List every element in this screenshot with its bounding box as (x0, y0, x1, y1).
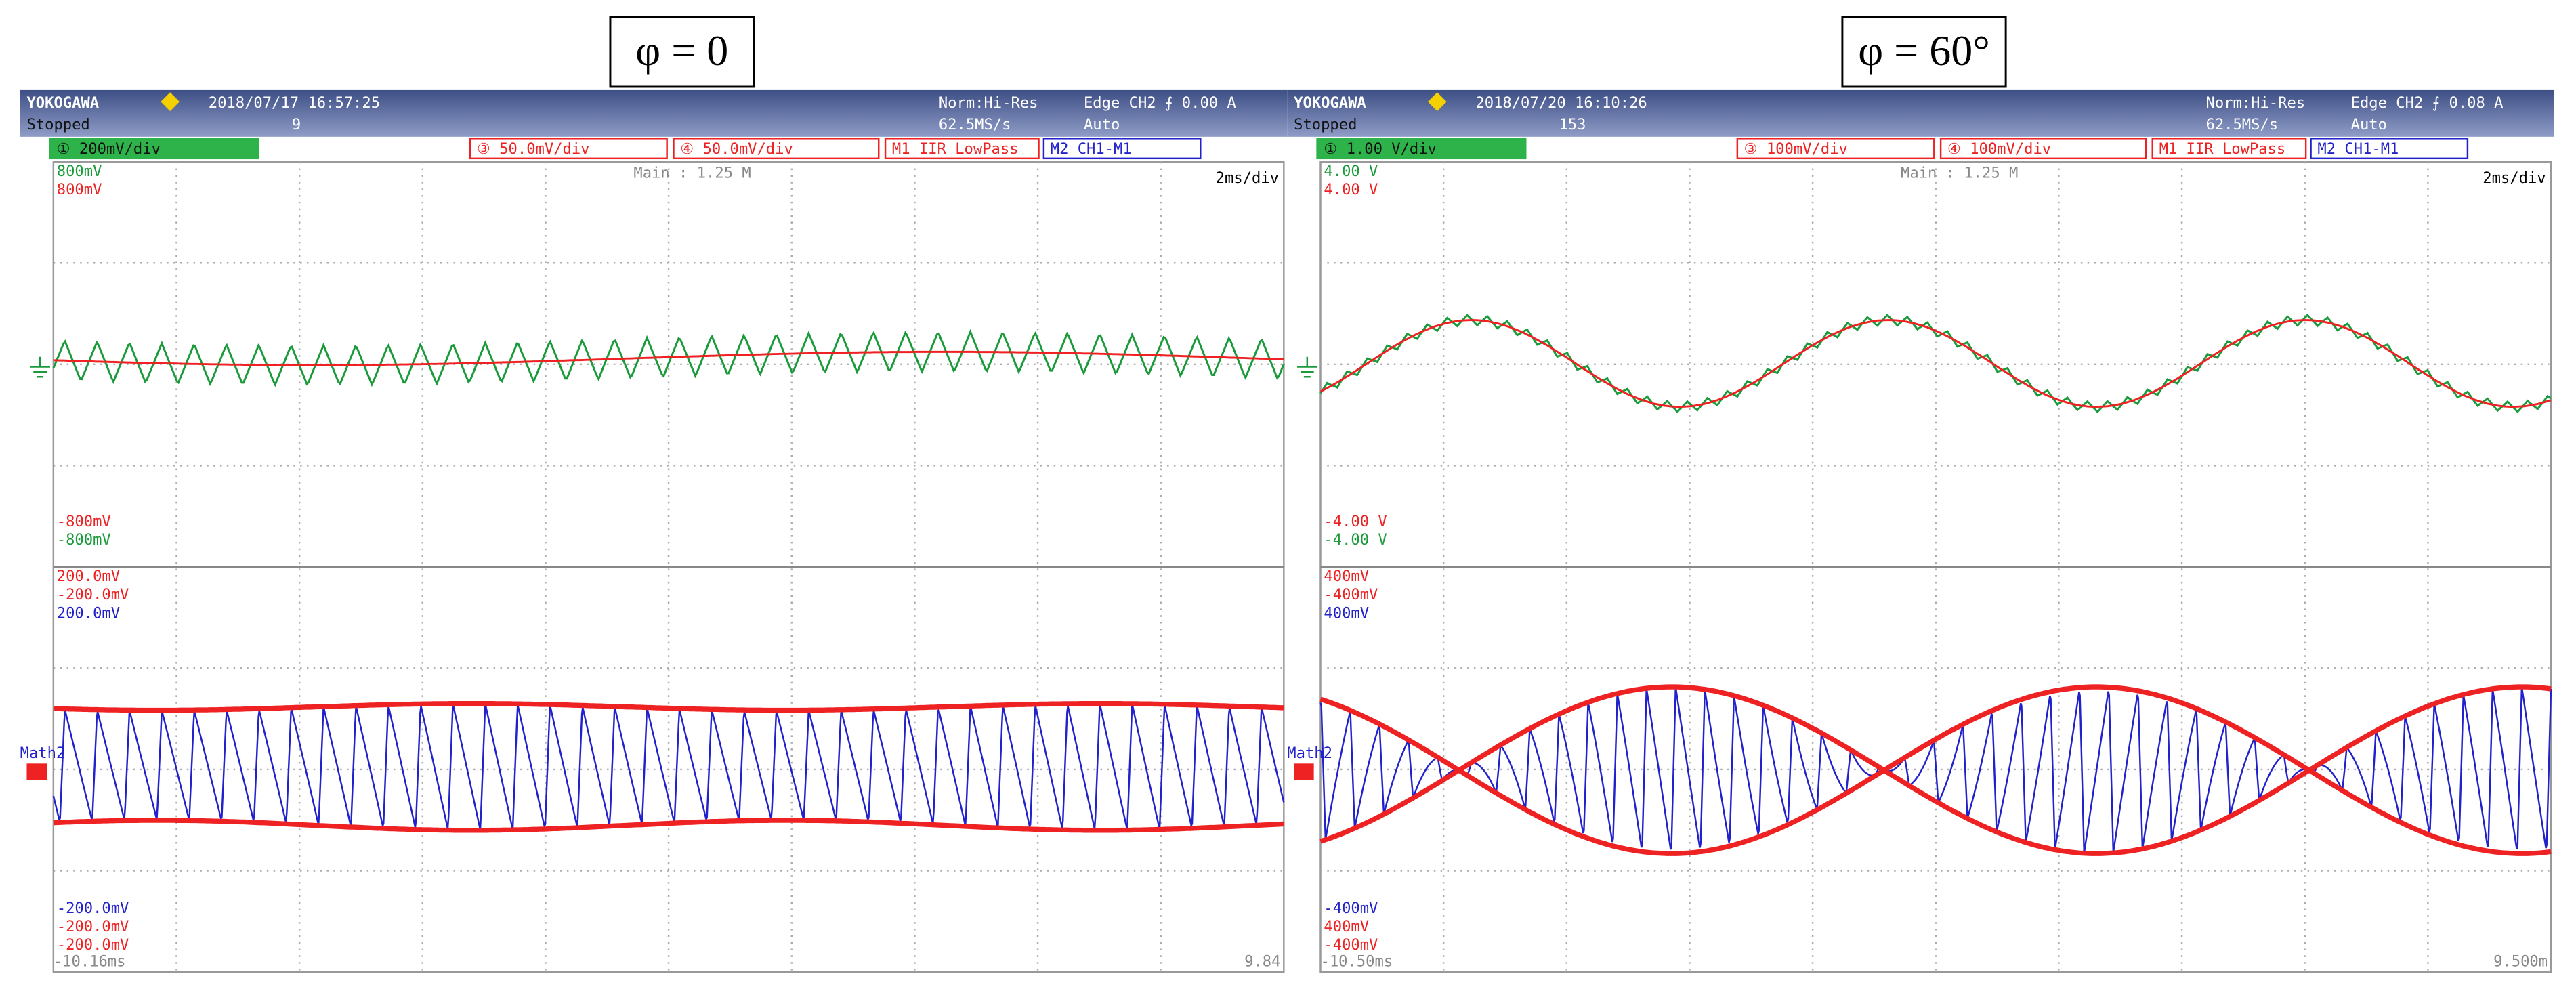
sample-rate: 62.5MS/s (2205, 116, 2278, 133)
math-marker (26, 763, 47, 780)
datetime: 2018/07/17 16:57:25 (209, 94, 380, 112)
waveform (1319, 684, 2552, 856)
time-start: -10.16ms (54, 953, 126, 971)
scale-label: -400mV (1324, 936, 1378, 954)
count: 9 (292, 116, 301, 133)
channel-label: ④ 100mV/div (1947, 140, 2051, 158)
channel-box (1042, 138, 1202, 160)
scale-label: -400mV (1324, 900, 1378, 917)
sample-rate: 62.5MS/s (939, 116, 1011, 133)
scale-label: 800mV (57, 163, 102, 180)
waveform (1319, 319, 2552, 408)
channel-label: M2 CH1-M1 (1051, 140, 1132, 158)
channel-label: ③ 100mV/div (1744, 140, 1848, 158)
channel-label: ① 1.00 V/div (1324, 140, 1436, 158)
caption: φ = 60° (1858, 26, 1990, 75)
trigger: Edge CH2 ⨍ 0.08 A (2351, 94, 2504, 112)
waveform (1319, 686, 2552, 853)
status: Stopped (26, 116, 89, 133)
channel-label: M2 CH1-M1 (2317, 140, 2399, 158)
scale-label: -800mV (57, 513, 111, 530)
channel-box (2310, 138, 2469, 160)
count: 153 (1559, 116, 1586, 133)
main-label: Main : 1.25 M (633, 164, 751, 182)
channel-label: M1 IIR LowPass (2159, 140, 2286, 158)
waveform (53, 701, 1284, 713)
scale-label: 400mV (1324, 568, 1369, 585)
caption-box (609, 16, 755, 88)
waveform (1319, 314, 2552, 414)
channel-box (1316, 138, 1527, 160)
channel-label: ④ 50.0mV/div (680, 140, 793, 158)
time-end: 9.500m (2493, 953, 2548, 971)
ground-marker (30, 356, 50, 378)
channel-box (673, 138, 880, 160)
channel-label: ③ 50.0mV/div (477, 140, 589, 158)
scale-label: 400mV (1324, 918, 1369, 935)
math-marker (1294, 763, 1314, 780)
waveform (53, 818, 1284, 833)
scale-label: 4.00 V (1324, 163, 1378, 180)
scale-label: 4.00 V (1324, 181, 1378, 198)
channel-box (469, 138, 668, 160)
scale-label: 200.0mV (57, 568, 120, 585)
channel-label: M1 IIR LowPass (892, 140, 1019, 158)
ground-marker (1297, 356, 1317, 378)
timebase: 2ms/div (2483, 169, 2546, 187)
datetime: 2018/07/20 16:10:26 (1475, 94, 1647, 112)
acq-mode: Norm:Hi-Res (2205, 94, 2305, 112)
header (1287, 89, 2554, 137)
scale-label: -200.0mV (57, 936, 129, 954)
scale-label: 200.0mV (57, 604, 120, 622)
math-label: Math2 (20, 744, 66, 762)
channel-box (49, 138, 259, 160)
time-end: 9.84 (1244, 953, 1280, 971)
channel-box (2151, 138, 2307, 160)
brand: YOKOGAWA (1294, 94, 1366, 112)
brand: YOKOGAWA (26, 94, 99, 112)
scale-label: -200.0mV (57, 918, 129, 935)
status: Stopped (1294, 116, 1357, 133)
channel-box (1939, 138, 2147, 160)
caption: φ = 0 (635, 26, 728, 75)
scale-label: -4.00 V (1324, 513, 1387, 530)
scale-label: -800mV (57, 531, 111, 549)
trigger-mode: Auto (1084, 116, 1120, 133)
channel-label: ① 200mV/div (57, 140, 161, 158)
scale-label: -4.00 V (1324, 531, 1387, 549)
waveform (52, 329, 1285, 387)
waveform (52, 703, 1285, 830)
acq-mode: Norm:Hi-Res (939, 94, 1038, 112)
channel-box (884, 138, 1040, 160)
scale-label: 400mV (1324, 604, 1369, 622)
trigger: Edge CH2 ⨍ 0.00 A (1084, 94, 1236, 112)
scale-label: -200.0mV (57, 586, 129, 604)
main-label: Main : 1.25 M (1901, 164, 2018, 182)
scale-label: 800mV (57, 181, 102, 198)
scale-label: -400mV (1324, 586, 1378, 604)
math-label: Math2 (1287, 744, 1332, 762)
caption-box (1841, 16, 2007, 88)
timebase: 2ms/div (1216, 169, 1279, 187)
trigger-mode: Auto (2351, 116, 2387, 133)
time-start: -10.50ms (1320, 953, 1393, 971)
waveform (53, 350, 1284, 366)
scale-label: -200.0mV (57, 900, 129, 917)
header (20, 89, 1288, 137)
channel-box (1736, 138, 1935, 160)
waveform (1319, 684, 2552, 856)
